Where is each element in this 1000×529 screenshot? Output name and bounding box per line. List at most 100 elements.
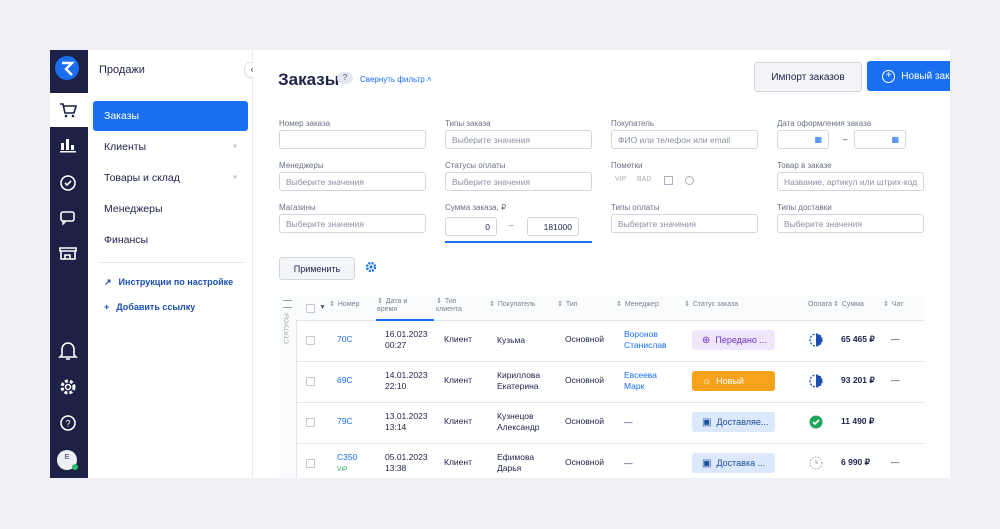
manager: — <box>624 457 633 468</box>
select-all[interactable] <box>306 304 315 313</box>
menu-item-text: Заказы <box>104 110 140 122</box>
sort-icon: ⇕ <box>436 298 442 305</box>
order-sum: 65 465 ₽ <box>841 334 875 344</box>
filter-label: Менеджеры <box>279 161 324 170</box>
buyer: Кузнецов Александр <box>497 411 540 432</box>
select-dropdown[interactable]: ▼ <box>319 304 326 311</box>
column-header[interactable]: Оплата <box>808 301 854 309</box>
status-badge[interactable]: ▣ Доставляе... <box>692 412 775 432</box>
filter-input[interactable]: Выберите значения <box>611 214 758 233</box>
alarm-icon[interactable] <box>685 176 694 185</box>
order-type: Основной <box>565 375 604 385</box>
column-header[interactable]: ⇕ Статус заказа <box>684 301 764 309</box>
chevron: ▼ <box>232 175 238 181</box>
order-sum: 6 990 ₽ <box>841 457 871 467</box>
filter-input[interactable]: Название, артикул или штрих-код <box>777 172 924 191</box>
import-button[interactable]: Импорт заказов <box>754 62 862 92</box>
import-button-text: Импорт заказов <box>771 71 845 83</box>
column-header-text: Оплата <box>808 301 833 308</box>
sort-icon: ⇕ <box>616 301 622 308</box>
order-date: 16.01.2023 <box>385 329 428 339</box>
filter-toggle[interactable]: Свернуть фильтр ˄ <box>360 75 432 84</box>
filter-input[interactable] <box>279 130 426 149</box>
menu-item[interactable]: Клиенты ▼ <box>93 132 248 162</box>
menu-title: Продажи <box>99 64 145 76</box>
range-separator: – <box>843 135 848 144</box>
manager[interactable]: Воронов Станислав <box>624 329 667 350</box>
tag-option[interactable]: VIP <box>615 176 627 183</box>
sort-indicator <box>376 319 434 321</box>
settings-icon[interactable] <box>365 261 377 273</box>
column-header[interactable]: ⇕ Номер <box>329 301 375 309</box>
status-badge[interactable]: ☼ Новый <box>692 371 775 391</box>
order-number[interactable]: 79C <box>337 416 353 426</box>
column-header[interactable]: ⇕ Тип клиента <box>436 298 482 314</box>
payment-icon <box>809 333 823 347</box>
menu-icon[interactable] <box>283 300 292 308</box>
column-header-text: Статус заказа <box>692 301 739 308</box>
column-header[interactable]: ⇕ Сумма <box>833 301 879 309</box>
menu-link[interactable]: ↗ Инструкции по настройке <box>104 277 233 288</box>
sidebar: ? E <box>50 50 88 478</box>
column-header[interactable]: ⇕ Покупатель <box>489 301 536 309</box>
buyer: Ефимова Дарья <box>497 452 535 473</box>
buyer: Кириллова Екатерина <box>497 370 541 391</box>
column-header[interactable]: ⇕ Дата и время <box>377 298 423 314</box>
status-badge[interactable]: ▣ Доставка ... <box>692 453 775 473</box>
filter-input[interactable]: Выберите значения <box>445 172 592 191</box>
filter-label: Дата оформления заказа <box>777 119 872 128</box>
column-header[interactable]: ⇕ Менеджер <box>616 301 662 309</box>
menu-item[interactable]: Менеджеры <box>93 194 248 224</box>
sum-to[interactable]: 181000 <box>527 217 579 236</box>
status-badge[interactable]: ⊕ Передано ... <box>692 330 775 350</box>
row-checkbox[interactable] <box>306 336 315 345</box>
column-header-text: Тип <box>565 301 578 308</box>
manager[interactable]: Евсеева Марк <box>624 370 657 391</box>
sum-from[interactable]: 0 <box>445 217 497 236</box>
order-number[interactable]: C350 <box>337 452 358 462</box>
flag-icon[interactable] <box>664 176 673 185</box>
status-text: Доставляе... <box>716 417 769 427</box>
filter-input[interactable]: Выберите значения <box>445 130 592 149</box>
orders-table: СТАТУСЫ ▼ ⇕ Номер ⇕ Дата и время ⇕ Тип клиент… <box>279 295 925 478</box>
filter-input[interactable]: Выберите значения <box>279 172 426 191</box>
column-header-text: Дата и время <box>377 298 408 313</box>
order-time: 00:27 <box>385 340 407 350</box>
row-checkbox[interactable] <box>306 418 315 427</box>
column-header[interactable]: ⇕ Чат <box>883 301 929 309</box>
date-input[interactable]: ▦ <box>854 130 906 149</box>
chat: — <box>891 375 900 385</box>
range-separator: – <box>509 221 514 230</box>
status-icon: ⊕ <box>702 334 711 346</box>
tag-option[interactable]: BAD <box>637 176 652 183</box>
page-title: Заказы <box>278 70 340 89</box>
buyer: Кузьма <box>497 334 526 345</box>
status-icon: ▣ <box>702 457 712 469</box>
filter-input[interactable]: Выберите значения <box>279 214 426 233</box>
filter-input[interactable]: ФИО или телефон или email <box>611 130 758 149</box>
date-input[interactable]: ▦ <box>777 130 829 149</box>
row-checkbox[interactable] <box>306 459 315 468</box>
manager: — <box>624 416 633 427</box>
order-sum: 11 490 ₽ <box>841 416 875 426</box>
menu-item[interactable]: Заказы <box>93 101 248 131</box>
help-badge[interactable]: ? <box>337 72 353 84</box>
submenu: Продажи ‹ Заказы Клиенты ▼ Товары и склад ▼ М… <box>88 50 260 478</box>
order-number[interactable]: 69C <box>337 375 353 385</box>
payment-icon <box>809 415 823 429</box>
column-header[interactable]: ⇕ Тип <box>557 301 603 309</box>
order-date: 13.01.2023 <box>385 411 428 421</box>
user-initial: E <box>64 454 70 461</box>
row-checkbox[interactable] <box>306 377 315 386</box>
filter-input[interactable]: Выберите значения <box>777 214 924 233</box>
order-number[interactable]: 70C <box>337 334 353 344</box>
new-order-text: Новый заказ <box>901 70 950 82</box>
new-order-button[interactable]: +Новый заказ <box>867 61 950 91</box>
apply-button[interactable]: Применить <box>279 257 355 280</box>
menu-link[interactable]: + Добавить ссылку <box>104 302 195 312</box>
link-text: Добавить ссылку <box>116 302 196 312</box>
menu-item[interactable]: Финансы <box>93 225 248 255</box>
menu-item[interactable]: Товары и склад ▼ <box>93 163 248 193</box>
status-text: Новый <box>716 376 744 386</box>
sort-icon: ⇕ <box>489 301 495 308</box>
